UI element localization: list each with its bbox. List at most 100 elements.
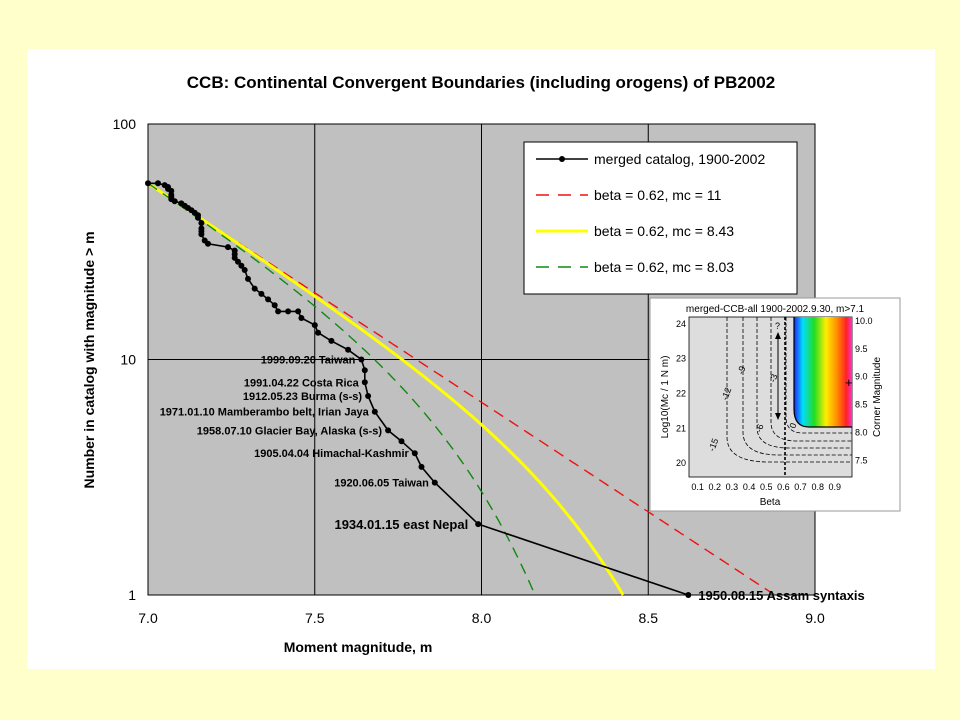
inset-contour-label: -6 [753,423,765,434]
catalog-point [685,592,692,598]
inset-contour-15 [726,317,852,463]
inset-y-left-tick: 23 [676,354,686,364]
y-tick-labels: 1 10 100 [113,116,137,603]
inset-title: merged-CCB-all 1900-2002.9.30, m>7.1 [686,304,865,315]
x-tick-labels: 7.0 7.5 8.0 8.5 9.0 [138,610,825,626]
legend-label: merged catalog, 1900-2002 [594,151,765,167]
catalog-point [361,379,368,386]
inset-y-left-tick: 21 [676,423,686,433]
catalog-point [245,275,251,282]
inset-y-right-tick: 8.0 [855,427,868,437]
catalog-point [385,427,392,434]
inset-y-right-ticks: 7.5 8.0 8.5 9.0 9.5 10.0 [855,316,873,465]
inset-contour-9 [756,317,852,449]
catalog-point [265,296,272,303]
catalog-point [315,329,322,336]
legend-label: beta = 0.62, mc = 11 [594,187,722,203]
inset-x-tick: 0.3 [726,482,739,492]
catalog-point [285,308,292,315]
inset-y-right-tick: 7.5 [855,455,868,465]
catalog-point [398,438,405,445]
inset-y-right-tick: 9.0 [855,372,868,382]
inset-y-left-tick: 20 [676,458,686,468]
catalog-point [155,180,161,187]
inset-x-label: Beta [760,497,781,508]
y-axis-label: Number in catalog with magnitude > m [81,231,97,488]
chart-title: CCB: Continental Convergent Boundaries (… [187,73,775,92]
event-annotation: 1971.01.10 Mamberambo belt, Irian Jaya [160,407,370,419]
inset-y-right-tick: 9.5 [855,344,868,354]
catalog-point [198,231,205,238]
x-tick-label: 8.5 [639,610,659,626]
event-annotations: 1999.09.20 Taiwan 1991.04.22 Costa Rica 19… [160,355,865,604]
inset-contour-labels: -15 -12-9 -6 -3 0 [706,365,798,453]
event-annotation: 1905.04.04 Himachal-Kashmir [254,448,409,460]
inset-question-mark: ? [775,321,780,331]
inset-contour-label: 0 [787,422,798,430]
inset-x-tick: 0.1 [691,482,704,492]
inset-x-tick: 0.4 [743,482,756,492]
catalog-point [418,463,425,470]
model-curves [147,182,776,596]
catalog-point [365,393,372,399]
inset-x-tick: 0.7 [794,482,807,492]
x-tick-label: 9.0 [805,610,825,626]
y-tick-label: 1 [128,587,136,603]
event-annotation: 1912.05.23 Burma (s-s) [243,391,363,403]
inset-contour-6 [770,317,852,442]
inset-contour-12 [742,317,852,456]
curve-mc-8-03 [147,182,536,596]
event-annotation: 1934.01.15 east Nepal [334,517,468,532]
event-annotation: 1950.08.15 Assam syntaxis [698,588,864,603]
catalog-point [235,258,241,265]
catalog-point [258,290,265,297]
catalog-point [195,214,201,221]
catalog-point [371,408,378,415]
y-tick-label: 10 [120,352,136,368]
inset-x-tick: 0.2 [708,482,721,492]
catalog-point [198,220,205,226]
catalog-point [145,180,151,187]
inset-x-tick: 0.5 [760,482,773,492]
inset-likelihood-map [794,317,852,427]
catalog-point [271,302,278,309]
chart: CCB: Continental Convergent Boundaries (… [81,73,901,655]
catalog-point [298,315,305,321]
inset-contour-0 [793,317,852,428]
catalog-point [295,308,302,315]
catalog-point [241,267,248,273]
inset-contour-label: -15 [706,437,720,453]
inset-contour-label: -12 [719,386,733,402]
catalog-point [475,521,482,528]
legend-marker [559,156,565,162]
event-annotation: 1999.09.20 Taiwan [261,355,356,367]
legend: merged catalog, 1900-2002 beta = 0.62, mc… [523,141,798,295]
catalog-point [231,254,238,261]
inset-y-right-tick: 10.0 [855,316,873,326]
inset-y-left-tick: 22 [676,389,686,399]
legend-label: beta = 0.62, mc = 8.43 [594,223,734,239]
inset-panel: merged-CCB-all 1900-2002.9.30, m>7.1 ? + [649,297,901,512]
inset-y-left-label: Log10(Mc / 1 N m) [660,356,671,439]
inset-x-tick: 0.9 [829,482,842,492]
x-axis-label: Moment magnitude, m [284,639,433,655]
catalog-point [358,356,365,363]
catalog-point [345,346,352,353]
catalog-point [275,308,282,315]
catalog-point [361,367,368,374]
inset-x-ticks: 0.1 0.2 0.3 0.4 0.5 0.6 0.7 0.8 0.9 [691,482,841,492]
x-tick-label: 8.0 [472,610,492,626]
catalog-point [411,450,418,457]
x-tick-label: 7.5 [305,610,325,626]
curve-mc-8-43 [147,182,625,596]
catalog-point [251,285,258,292]
slide-panel: CCB: Continental Convergent Boundaries (… [27,49,935,669]
inset-y-left-tick: 24 [676,319,686,329]
y-tick-label: 100 [113,116,137,132]
event-annotation: 1991.04.22 Costa Rica [244,377,360,389]
catalog-point [205,240,211,247]
inset-contour-label: -9 [735,365,747,376]
catalog-point [431,479,438,486]
catalog-series [145,180,692,598]
inset-y-right-tick: 8.5 [855,400,868,410]
